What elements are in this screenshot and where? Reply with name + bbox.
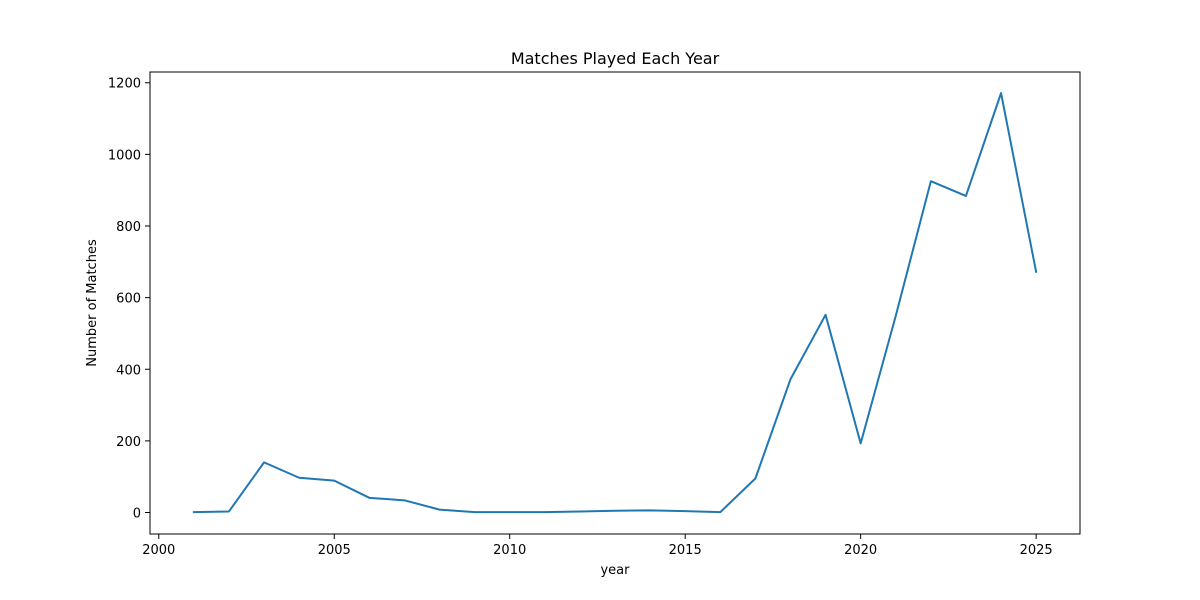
- data-point: [193, 511, 195, 513]
- data-point: [439, 509, 441, 511]
- series-layer: [192, 92, 1038, 514]
- x-tick-label: 2015: [669, 543, 702, 558]
- data-point: [719, 511, 721, 513]
- x-tick-label: 2020: [844, 543, 877, 558]
- data-point: [860, 442, 862, 444]
- y-tick-label: 400: [116, 363, 141, 378]
- y-tick-label: 0: [133, 507, 141, 522]
- data-point: [1000, 92, 1002, 94]
- data-point: [474, 511, 476, 513]
- data-point: [544, 511, 546, 513]
- data-point: [263, 461, 265, 463]
- data-point: [1035, 271, 1037, 273]
- x-tick-label: 2025: [1020, 543, 1053, 558]
- x-tick-label: 2010: [493, 543, 526, 558]
- data-point: [754, 477, 756, 479]
- data-point: [649, 509, 651, 511]
- y-tick-label: 1200: [108, 77, 141, 92]
- plot-background: [150, 72, 1080, 534]
- data-point: [614, 510, 616, 512]
- y-tick-label: 800: [116, 220, 141, 235]
- data-point: [789, 378, 791, 380]
- chart-title: Matches Played Each Year: [511, 49, 720, 68]
- data-point: [368, 497, 370, 499]
- data-point: [333, 480, 335, 482]
- data-point: [965, 195, 967, 197]
- x-tick-label: 2000: [142, 543, 175, 558]
- data-point: [684, 510, 686, 512]
- data-point: [930, 180, 932, 182]
- x-axis-ticks: 2000 2005 2010 2015 2020 2025: [142, 534, 1053, 558]
- y-axis-ticks: 0 200 400 600 800 1000 1200: [108, 77, 150, 522]
- x-tick-label: 2005: [318, 543, 351, 558]
- y-tick-label: 200: [116, 435, 141, 450]
- data-point: [228, 510, 230, 512]
- y-tick-label: 600: [116, 292, 141, 307]
- y-axis-title: Number of Matches: [85, 239, 100, 367]
- plot-frame: [149, 71, 1081, 535]
- data-point: [825, 314, 827, 316]
- data-point: [298, 477, 300, 479]
- data-point: [579, 510, 581, 512]
- x-axis-title: year: [600, 563, 630, 578]
- series-line: [192, 92, 1038, 514]
- data-point: [509, 511, 511, 513]
- data-point: [403, 499, 405, 501]
- data-point: [895, 315, 897, 317]
- y-tick-label: 1000: [108, 148, 141, 163]
